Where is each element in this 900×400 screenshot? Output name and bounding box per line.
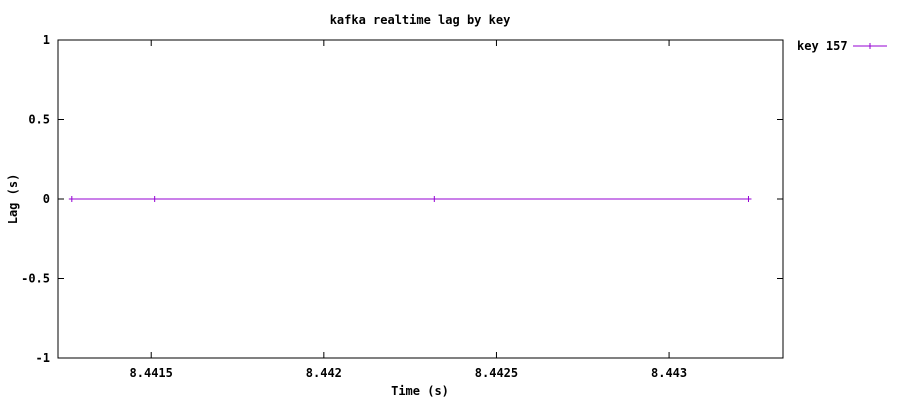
x-axis-ticks: 8.4415 8.442 8.4425 8.443 [130, 40, 687, 380]
x-tick-label: 8.442 [306, 366, 342, 380]
y-tick-label: 0.5 [28, 113, 50, 127]
data-point-marker [431, 196, 438, 202]
legend-label: key 157 [797, 39, 848, 53]
plot-frame [57, 39, 784, 359]
x-tick-label: 8.4425 [475, 366, 518, 380]
y-axis-ticks: -1 -0.5 0 0.5 1 [21, 33, 783, 365]
series-layer [68, 196, 752, 202]
chart-title: kafka realtime lag by key [330, 13, 511, 27]
legend: key 157 [797, 39, 887, 53]
y-axis-label: Lag (s) [6, 174, 20, 225]
x-tick-label: 8.4415 [130, 366, 173, 380]
y-tick-label: 1 [43, 33, 50, 47]
x-tick-label: 8.443 [651, 366, 687, 380]
y-tick-label: -0.5 [21, 272, 50, 286]
data-point-marker [151, 196, 158, 202]
x-axis-label: Time (s) [391, 384, 449, 398]
y-tick-label: 0 [43, 192, 50, 206]
data-point-marker [745, 196, 752, 202]
y-tick-label: -1 [36, 351, 50, 365]
legend-marker [867, 43, 873, 49]
data-point-marker [68, 196, 75, 202]
